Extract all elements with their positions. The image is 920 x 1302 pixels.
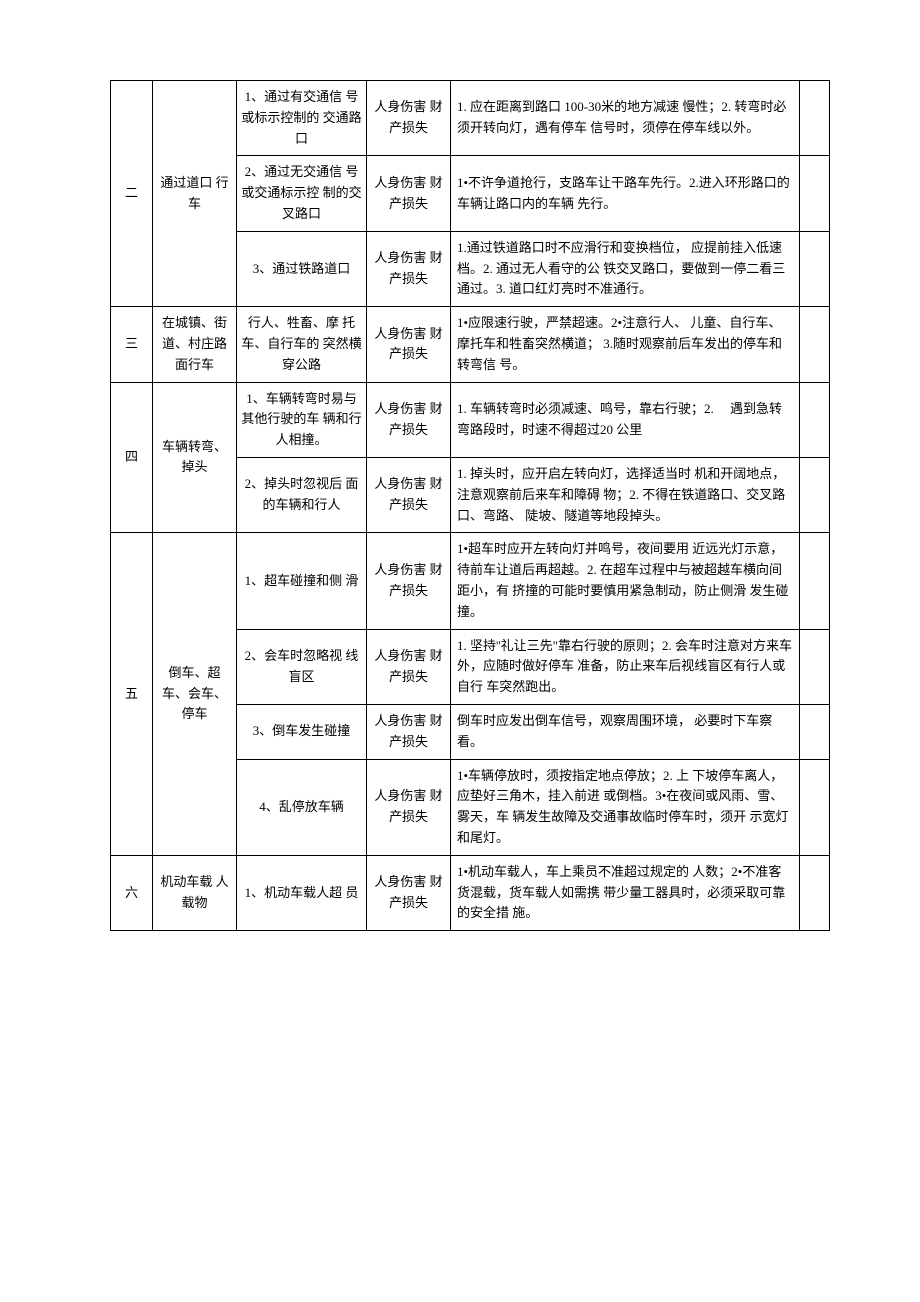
hazard-cell: 1、机动车载人超 员 [237,855,367,930]
table-row: 三 在城镇、街道、村庄路面行车 行人、牲畜、摩 托车、自行车的 突然横穿公路 人… [111,307,830,382]
consequence-cell: 人身伤害 财产损失 [367,382,451,457]
consequence-cell: 人身伤害 财产损失 [367,457,451,532]
measures-cell: 倒车时应发出倒车信号，观察周围环境， 必要时下车察看。 [451,704,800,759]
empty-cell [800,156,830,231]
consequence-cell: 人身伤害 财产损失 [367,629,451,704]
table-row: 五 倒车、超车、会车、停车 1、超车碰撞和侧 滑 人身伤害 财产损失 1•超车时… [111,533,830,629]
empty-cell [800,855,830,930]
hazard-cell: 3、通过铁路道口 [237,231,367,306]
group-no: 三 [111,307,153,382]
table-row: 四 车辆转弯、掉头 1、车辆转弯时易与其他行驶的车 辆和行人相撞。 人身伤害 财… [111,382,830,457]
measures-cell: 1. 应在距离到路口 100-30米的地方减速 慢性；2. 转弯时必须开转向灯，… [451,81,800,156]
consequence-cell: 人身伤害 财产损失 [367,704,451,759]
measures-cell: 1.通过铁道路口时不应滑行和变换档位， 应提前挂入低速档。2. 通过无人看守的公… [451,231,800,306]
group-title: 通过道口 行车 [153,81,237,307]
empty-cell [800,307,830,382]
hazard-cell: 2、会车时忽略视 线盲区 [237,629,367,704]
consequence-cell: 人身伤害 财产损失 [367,759,451,855]
hazard-cell: 1、通过有交通信 号或标示控制的 交通路口 [237,81,367,156]
hazard-cell: 1、车辆转弯时易与其他行驶的车 辆和行人相撞。 [237,382,367,457]
measures-cell: 1•车辆停放时，须按指定地点停放；2. 上 下坡停车离人，应垫好三角木，挂入前进… [451,759,800,855]
empty-cell [800,704,830,759]
group-title: 车辆转弯、掉头 [153,382,237,533]
consequence-cell: 人身伤害 财产损失 [367,156,451,231]
consequence-cell: 人身伤害 财产损失 [367,81,451,156]
empty-cell [800,382,830,457]
empty-cell [800,457,830,532]
group-title: 倒车、超车、会车、停车 [153,533,237,855]
empty-cell [800,533,830,629]
table-row: 六 机动车载 人载物 1、机动车载人超 员 人身伤害 财产损失 1•机动车载人，… [111,855,830,930]
empty-cell [800,231,830,306]
safety-table: 二 通过道口 行车 1、通过有交通信 号或标示控制的 交通路口 人身伤害 财产损… [110,80,830,931]
hazard-cell: 4、乱停放车辆 [237,759,367,855]
measures-cell: 1•超车时应开左转向灯并鸣号，夜间要用 近远光灯示意，待前车让道后再超越。2. … [451,533,800,629]
consequence-cell: 人身伤害 财产损失 [367,307,451,382]
measures-cell: 1. 坚持''礼让三先"靠右行驶的原则；2. 会车时注意对方来车外，应随时做好停… [451,629,800,704]
hazard-cell: 行人、牲畜、摩 托车、自行车的 突然横穿公路 [237,307,367,382]
measures-cell: 1•不许争道抢行，支路车让干路车先行。2.进入环形路口的车辆让路口内的车辆 先行… [451,156,800,231]
consequence-cell: 人身伤害 财产损失 [367,855,451,930]
consequence-cell: 人身伤害 财产损失 [367,231,451,306]
group-no: 六 [111,855,153,930]
hazard-cell: 3、倒车发生碰撞 [237,704,367,759]
measures-cell: 1•应限速行驶，严禁超速。2•注意行人、 儿童、自行车、摩托车和牲畜突然横道； … [451,307,800,382]
consequence-cell: 人身伤害 财产损失 [367,533,451,629]
hazard-cell: 2、掉头时忽视后 面的车辆和行人 [237,457,367,532]
empty-cell [800,629,830,704]
group-no: 五 [111,533,153,855]
empty-cell [800,81,830,156]
measures-cell: 1•机动车载人，车上乘员不准超过规定的 人数；2•不准客货混载，货车载人如需携 … [451,855,800,930]
empty-cell [800,759,830,855]
table-row: 二 通过道口 行车 1、通过有交通信 号或标示控制的 交通路口 人身伤害 财产损… [111,81,830,156]
group-title: 在城镇、街道、村庄路面行车 [153,307,237,382]
group-title: 机动车载 人载物 [153,855,237,930]
measures-cell: 1. 掉头时，应开启左转向灯，选择适当时 机和开阔地点，注意观察前后来车和障碍 … [451,457,800,532]
group-no: 四 [111,382,153,533]
measures-cell: 1. 车辆转弯时必须减速、鸣号，靠右行驶；2. 遇到急转弯路段时，时速不得超过2… [451,382,800,457]
hazard-cell: 2、通过无交通信 号或交通标示控 制的交叉路口 [237,156,367,231]
group-no: 二 [111,81,153,307]
hazard-cell: 1、超车碰撞和侧 滑 [237,533,367,629]
